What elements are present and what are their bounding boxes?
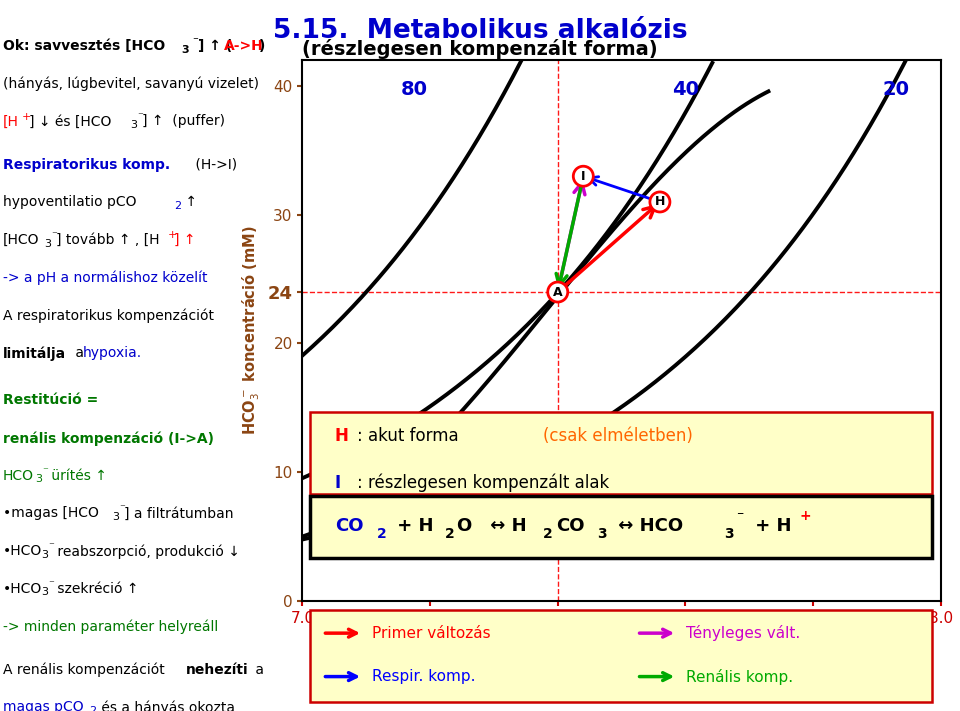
Text: + H: + H (391, 517, 434, 535)
Text: Primer változás: Primer változás (372, 626, 491, 641)
Text: : akut forma: : akut forma (357, 427, 464, 445)
Text: renális kompenzáció (I->A): renális kompenzáció (I->A) (3, 431, 214, 446)
Text: és a hányás okozta: és a hányás okozta (97, 700, 235, 711)
Text: A: A (553, 286, 563, 299)
Text: a: a (251, 663, 264, 677)
Text: ] a filtrátumban: ] a filtrátumban (124, 506, 233, 520)
Text: ] ↓ és [HCO: ] ↓ és [HCO (29, 114, 111, 129)
Text: ↑: ↑ (181, 196, 198, 210)
Text: Ok: savvesztés [HCO: Ok: savvesztés [HCO (3, 39, 165, 53)
Text: -> a pH a normálishoz közelít: -> a pH a normálishoz közelít (3, 271, 207, 285)
Text: +: + (22, 112, 31, 122)
Text: ↔ HCO: ↔ HCO (612, 517, 683, 535)
Text: szekréció ↑: szekréció ↑ (53, 582, 138, 596)
Text: ⁻: ⁻ (192, 36, 198, 46)
Text: Respir. komp.: Respir. komp. (372, 669, 476, 684)
Text: 2: 2 (444, 528, 454, 541)
Text: 2: 2 (376, 528, 386, 541)
Text: 5.15.  Metabolikus alkalózis: 5.15. Metabolikus alkalózis (273, 18, 687, 44)
Ellipse shape (650, 192, 670, 212)
Text: ürítés ↑: ürítés ↑ (47, 469, 107, 483)
Text: ↔ H: ↔ H (484, 517, 527, 535)
Text: •HCO: •HCO (3, 544, 42, 558)
Text: A->H: A->H (224, 39, 264, 53)
Text: nehezíti: nehezíti (186, 663, 249, 677)
Ellipse shape (548, 282, 567, 302)
Text: I: I (581, 170, 586, 183)
Text: 3: 3 (112, 512, 119, 522)
Text: reabszorpció, produkció ↓: reabszorpció, produkció ↓ (53, 544, 240, 559)
Text: ⁻: ⁻ (48, 579, 55, 589)
Text: ⁻: ⁻ (137, 112, 143, 122)
Text: +: + (799, 508, 810, 523)
Text: ⁻: ⁻ (48, 541, 55, 551)
Text: (hányás, lúgbevitel, savanyú vizelet): (hányás, lúgbevitel, savanyú vizelet) (3, 77, 259, 91)
Ellipse shape (548, 282, 567, 302)
Text: 3: 3 (41, 550, 48, 560)
Text: : részlegesen kompenzált alak: : részlegesen kompenzált alak (357, 474, 609, 492)
Text: (csak elméletben): (csak elméletben) (543, 427, 693, 445)
Text: Respiratorikus komp.: Respiratorikus komp. (3, 158, 170, 172)
Text: magas pCO: magas pCO (3, 700, 84, 711)
Text: 3: 3 (41, 587, 48, 597)
FancyBboxPatch shape (310, 610, 932, 702)
Text: 3: 3 (35, 474, 42, 484)
Text: a: a (71, 346, 88, 360)
Ellipse shape (650, 192, 670, 212)
Text: -> minden paraméter helyreáll: -> minden paraméter helyreáll (3, 619, 218, 634)
Text: 3: 3 (44, 239, 51, 249)
Text: 40: 40 (672, 80, 699, 99)
Text: A renális kompenzációt: A renális kompenzációt (3, 663, 169, 678)
Text: [HCO: [HCO (3, 233, 39, 247)
Text: H: H (655, 196, 665, 208)
FancyBboxPatch shape (310, 496, 932, 558)
Text: 3: 3 (181, 45, 189, 55)
Y-axis label: HCO$_3^-$ koncentráció (mM): HCO$_3^-$ koncentráció (mM) (241, 226, 262, 435)
Text: 80: 80 (400, 80, 427, 99)
Text: •HCO: •HCO (3, 582, 42, 596)
Text: CO: CO (335, 517, 364, 535)
Text: ⁻: ⁻ (736, 508, 744, 523)
Text: Renális komp.: Renális komp. (686, 668, 794, 685)
Text: ): ) (258, 39, 265, 53)
Text: 2: 2 (543, 528, 553, 541)
Text: 2: 2 (174, 201, 181, 211)
Text: 2: 2 (89, 706, 96, 711)
Text: hypoxia.: hypoxia. (84, 346, 142, 360)
Text: ] ↑  (puffer): ] ↑ (puffer) (142, 114, 226, 129)
Text: I: I (335, 474, 341, 492)
Text: ] ↑ (: ] ↑ ( (198, 39, 232, 53)
Text: ] ↑: ] ↑ (174, 233, 196, 247)
Text: (H->I): (H->I) (190, 158, 236, 172)
Text: •magas [HCO: •magas [HCO (3, 506, 99, 520)
Text: Tényleges vált.: Tényleges vált. (686, 625, 801, 641)
Text: Restitúció =: Restitúció = (3, 393, 98, 407)
Text: ⁻: ⁻ (52, 230, 58, 240)
Ellipse shape (573, 166, 593, 186)
Text: limitálja: limitálja (3, 346, 66, 360)
Text: 3: 3 (597, 528, 607, 541)
Text: 20: 20 (882, 80, 910, 99)
Text: 3: 3 (724, 528, 733, 541)
FancyBboxPatch shape (310, 412, 932, 494)
Text: [H: [H (3, 114, 19, 129)
Text: ⁻: ⁻ (42, 466, 48, 476)
Text: +: + (168, 230, 178, 240)
Text: H: H (335, 427, 348, 445)
Text: (részlegesen kompenzált forma): (részlegesen kompenzált forma) (302, 39, 658, 59)
Text: ⁻: ⁻ (119, 503, 126, 513)
Text: 3: 3 (130, 120, 137, 130)
Text: O: O (456, 517, 471, 535)
Text: A respiratorikus kompenzációt: A respiratorikus kompenzációt (3, 309, 214, 323)
Ellipse shape (573, 166, 593, 186)
Text: hypoventilatio pCO: hypoventilatio pCO (3, 196, 136, 210)
Text: CO: CO (556, 517, 585, 535)
Text: + H: + H (749, 517, 791, 535)
X-axis label: pH: pH (608, 631, 636, 649)
Text: ] tovább ↑ , [H: ] tovább ↑ , [H (56, 233, 159, 247)
Text: HCO: HCO (3, 469, 34, 483)
